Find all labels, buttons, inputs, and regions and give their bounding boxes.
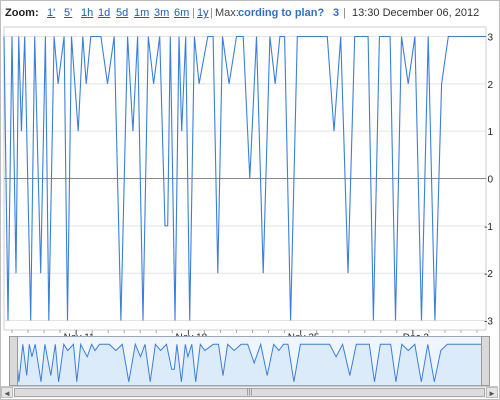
scrollbar[interactable]: ◄ ||| ► <box>1 386 498 398</box>
zoom-1-year-link[interactable]: 1y <box>197 7 209 19</box>
y-tick-label: -1 <box>484 222 493 233</box>
scroll-right-arrow-icon[interactable]: ► <box>486 387 498 398</box>
y-tick-label: 3 <box>487 32 493 43</box>
zoom-1-month-link[interactable]: 1m <box>134 7 150 19</box>
zoom-1-day-link[interactable]: 1d <box>98 7 111 19</box>
navigator-plot <box>15 342 484 385</box>
date-readout: 13:30 December 06, 2012 <box>352 7 480 19</box>
scrollbar-thumb[interactable]: ||| <box>14 388 485 397</box>
toolbar-separator: | <box>192 7 195 19</box>
toolbar-separator: | <box>210 7 213 19</box>
scroll-left-arrow-icon[interactable]: ◄ <box>1 387 13 398</box>
y-tick-label: -2 <box>484 269 493 280</box>
zoom-5-minute-link[interactable]: 5' <box>64 7 73 19</box>
series-prefix: Max: <box>215 7 239 19</box>
zoom-6-month-link[interactable]: 6m <box>174 7 190 19</box>
range-navigator[interactable] <box>14 336 485 386</box>
zoom-3-month-link[interactable]: 3m <box>154 7 170 19</box>
x-tick-label: Nov 25 <box>288 332 320 336</box>
chart-plot[interactable]: 3 2 1 0 -1 -2 -3 Nov 11 Nov 18 Nov 25 Dec 2 <box>0 0 500 336</box>
navigator-area <box>15 344 484 385</box>
toolbar-separator: | <box>343 7 346 19</box>
chart-toolbar: Zoom: 1' 5' 1h 1d 5d 1m 3m 6m | 1y | Max… <box>0 0 498 26</box>
series-label: cording to plan? <box>238 7 325 19</box>
navigator-line <box>15 342 484 382</box>
navigator-left-handle[interactable] <box>9 336 18 386</box>
x-tick-label: Nov 11 <box>64 332 95 336</box>
y-tick-label: -3 <box>484 317 493 328</box>
navigator-right-handle[interactable] <box>481 336 490 386</box>
zoom-1-minute-link[interactable]: 1' <box>47 7 56 19</box>
y-tick-label: 1 <box>487 127 493 138</box>
series-line <box>3 35 486 321</box>
zoom-label: Zoom: <box>5 7 39 19</box>
series-value: 3 <box>333 7 340 19</box>
zoom-5-day-link[interactable]: 5d <box>116 7 129 19</box>
x-tick-label: Dec 2 <box>403 332 430 336</box>
x-tick-label: Nov 18 <box>176 332 208 336</box>
zoom-1-hour-link[interactable]: 1h <box>81 7 94 19</box>
y-tick-label: 0 <box>487 175 493 186</box>
y-tick-label: 2 <box>487 80 493 91</box>
